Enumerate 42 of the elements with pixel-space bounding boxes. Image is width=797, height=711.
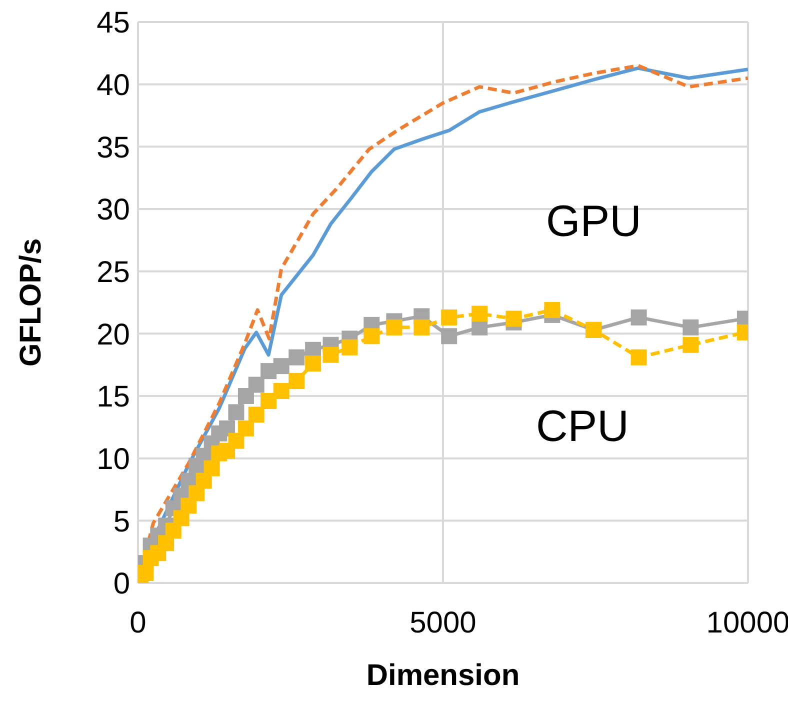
- point: [305, 356, 322, 372]
- x-tick-label: 5000: [410, 606, 476, 640]
- point: [630, 309, 647, 326]
- point: [273, 358, 290, 374]
- point: [364, 328, 380, 344]
- point: [506, 310, 522, 327]
- annotation: GPU: [546, 197, 642, 246]
- point: [288, 349, 305, 366]
- y-tick-label: 0: [113, 568, 130, 601]
- point: [342, 339, 358, 356]
- point: [288, 373, 305, 390]
- point: [238, 420, 254, 436]
- point: [260, 392, 277, 409]
- point: [273, 383, 290, 400]
- point: [630, 349, 647, 366]
- y-tick-label: 30: [96, 194, 130, 227]
- point: [228, 432, 244, 449]
- point: [228, 404, 244, 420]
- point: [682, 319, 699, 336]
- point: [682, 336, 699, 353]
- y-tick-label: 45: [96, 6, 130, 40]
- point: [204, 460, 220, 476]
- x-axis-title: Dimension: [366, 659, 520, 692]
- y-tick-label: 15: [96, 380, 130, 414]
- point: [441, 309, 458, 326]
- y-tick-label: 5: [113, 505, 130, 538]
- point: [248, 406, 264, 423]
- y-tick-label: 40: [96, 68, 130, 102]
- point: [322, 346, 339, 363]
- annotation: CPU: [536, 402, 629, 451]
- y-tick-label: 10: [96, 442, 130, 476]
- point: [248, 376, 264, 393]
- point: [544, 302, 560, 318]
- point: [386, 319, 402, 336]
- point: [472, 306, 488, 322]
- point: [441, 328, 458, 344]
- point: [414, 319, 430, 336]
- y-tick-label: 35: [96, 131, 130, 164]
- y-tick-label: 25: [96, 256, 130, 289]
- point: [138, 565, 154, 582]
- y-axis-title: GFLOP/s: [14, 238, 48, 367]
- y-tick-label: 20: [96, 318, 130, 352]
